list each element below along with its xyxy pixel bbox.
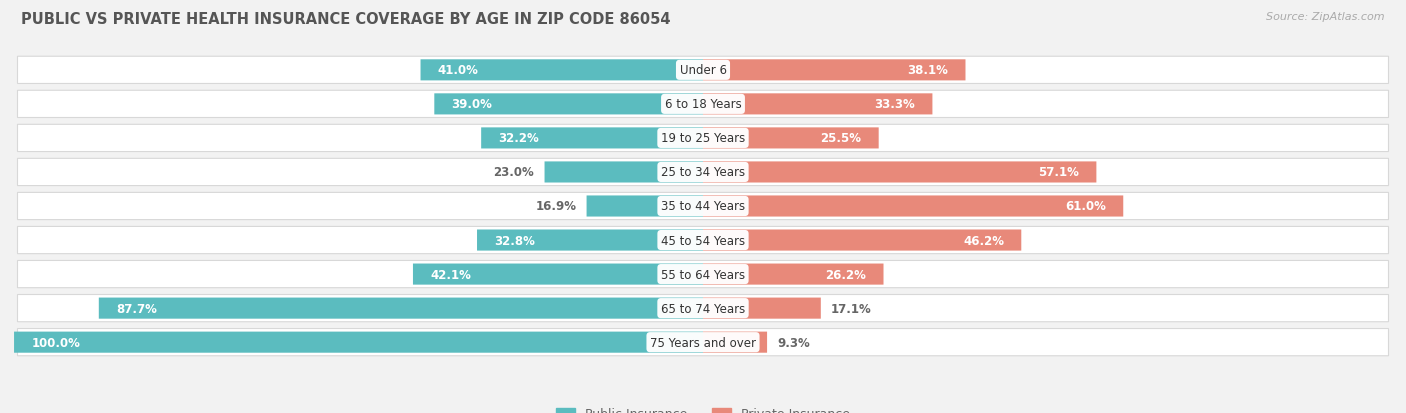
Text: 87.7%: 87.7% (117, 302, 157, 315)
FancyBboxPatch shape (586, 196, 703, 217)
FancyBboxPatch shape (413, 264, 703, 285)
FancyBboxPatch shape (17, 91, 1389, 118)
FancyBboxPatch shape (703, 196, 1123, 217)
Text: 6 to 18 Years: 6 to 18 Years (665, 98, 741, 111)
FancyBboxPatch shape (477, 230, 703, 251)
FancyBboxPatch shape (17, 193, 1389, 220)
Text: 25.5%: 25.5% (821, 132, 862, 145)
FancyBboxPatch shape (703, 230, 1021, 251)
FancyBboxPatch shape (14, 332, 703, 353)
FancyBboxPatch shape (17, 125, 1389, 152)
FancyBboxPatch shape (17, 261, 1389, 288)
Text: 41.0%: 41.0% (437, 64, 478, 77)
Text: 9.3%: 9.3% (778, 336, 810, 349)
FancyBboxPatch shape (703, 128, 879, 149)
FancyBboxPatch shape (544, 162, 703, 183)
Text: 45 to 54 Years: 45 to 54 Years (661, 234, 745, 247)
FancyBboxPatch shape (17, 295, 1389, 322)
FancyBboxPatch shape (420, 60, 703, 81)
Text: 38.1%: 38.1% (907, 64, 948, 77)
FancyBboxPatch shape (703, 94, 932, 115)
Text: PUBLIC VS PRIVATE HEALTH INSURANCE COVERAGE BY AGE IN ZIP CODE 86054: PUBLIC VS PRIVATE HEALTH INSURANCE COVER… (21, 12, 671, 27)
FancyBboxPatch shape (481, 128, 703, 149)
Text: 46.2%: 46.2% (963, 234, 1004, 247)
Text: 23.0%: 23.0% (494, 166, 534, 179)
Text: 57.1%: 57.1% (1038, 166, 1080, 179)
Text: 19 to 25 Years: 19 to 25 Years (661, 132, 745, 145)
FancyBboxPatch shape (98, 298, 703, 319)
Text: 39.0%: 39.0% (451, 98, 492, 111)
FancyBboxPatch shape (17, 159, 1389, 186)
Text: 25 to 34 Years: 25 to 34 Years (661, 166, 745, 179)
Text: Under 6: Under 6 (679, 64, 727, 77)
Text: 32.8%: 32.8% (495, 234, 536, 247)
Text: 16.9%: 16.9% (536, 200, 576, 213)
Text: 61.0%: 61.0% (1066, 200, 1107, 213)
FancyBboxPatch shape (17, 329, 1389, 356)
FancyBboxPatch shape (17, 57, 1389, 84)
Text: 33.3%: 33.3% (875, 98, 915, 111)
FancyBboxPatch shape (434, 94, 703, 115)
FancyBboxPatch shape (703, 332, 768, 353)
FancyBboxPatch shape (703, 162, 1097, 183)
FancyBboxPatch shape (17, 227, 1389, 254)
Text: 75 Years and over: 75 Years and over (650, 336, 756, 349)
Text: 26.2%: 26.2% (825, 268, 866, 281)
Text: 17.1%: 17.1% (831, 302, 872, 315)
Text: 42.1%: 42.1% (430, 268, 471, 281)
Text: 35 to 44 Years: 35 to 44 Years (661, 200, 745, 213)
Text: 100.0%: 100.0% (31, 336, 80, 349)
Legend: Public Insurance, Private Insurance: Public Insurance, Private Insurance (555, 407, 851, 413)
FancyBboxPatch shape (703, 264, 883, 285)
Text: 55 to 64 Years: 55 to 64 Years (661, 268, 745, 281)
Text: Source: ZipAtlas.com: Source: ZipAtlas.com (1267, 12, 1385, 22)
FancyBboxPatch shape (703, 60, 966, 81)
Text: 32.2%: 32.2% (498, 132, 538, 145)
Text: 65 to 74 Years: 65 to 74 Years (661, 302, 745, 315)
FancyBboxPatch shape (703, 298, 821, 319)
